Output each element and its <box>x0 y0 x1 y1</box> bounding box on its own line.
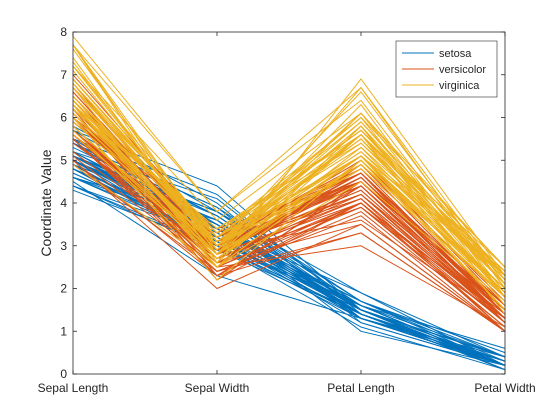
virginica-line <box>72 44 506 281</box>
virginica-line <box>72 164 506 302</box>
virginica-line <box>72 125 506 294</box>
y-tick-label: 0 <box>60 367 67 381</box>
virginica-line <box>72 100 506 281</box>
virginica-line <box>72 95 506 289</box>
y-tick-label: 7 <box>60 68 67 82</box>
virginica-line <box>72 121 506 298</box>
x-tick-label: Petal Width <box>474 381 535 395</box>
y-tick-label: 2 <box>60 282 67 296</box>
virginica-line <box>72 87 506 268</box>
versicolor-line <box>72 138 506 319</box>
y-tick-label: 1 <box>60 324 67 338</box>
x-tick-label: Sepal Length <box>38 381 109 395</box>
versicolor-line <box>72 159 506 332</box>
versicolor-legend-label: versicolor <box>439 64 486 76</box>
versicolor-line <box>72 138 506 332</box>
virginica-line <box>72 44 506 289</box>
y-tick-label: 4 <box>60 196 67 210</box>
virginica-legend-label: virginica <box>439 80 480 92</box>
x-tick-label: Petal Length <box>327 381 394 395</box>
virginica-line <box>72 65 506 268</box>
y-tick-label: 8 <box>60 25 67 39</box>
setosa-legend-label: setosa <box>439 48 472 60</box>
data-lines <box>72 35 506 371</box>
virginica-line <box>72 87 506 272</box>
virginica-line <box>72 117 506 311</box>
y-tick-label: 6 <box>60 111 67 125</box>
y-axis-label: Coordinate Value <box>38 149 54 256</box>
x-tick-label: Sepal Width <box>185 381 250 395</box>
versicolor-line <box>72 155 506 328</box>
axes: 0 1 2 3 4 5 6 7 8 Sepal Length Sepal Width Petal Le… <box>38 25 536 395</box>
virginica-line <box>72 108 506 277</box>
legend: setosa versicolor virginica <box>395 40 498 98</box>
y-tick-label: 3 <box>60 239 67 253</box>
virginica-series <box>72 35 506 315</box>
y-tick-label: 5 <box>60 153 67 167</box>
